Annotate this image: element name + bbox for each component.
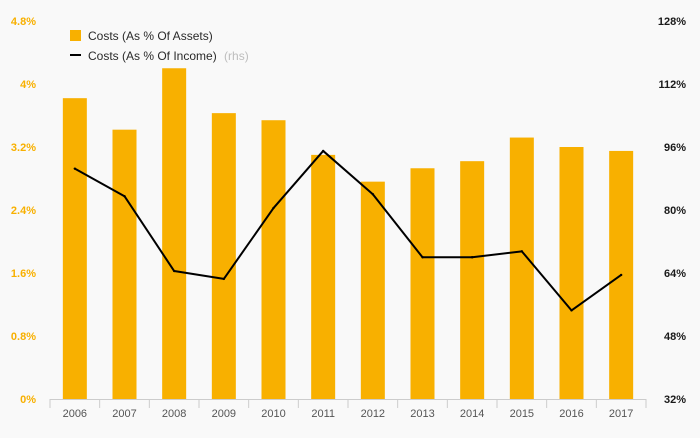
bar: [360, 181, 385, 399]
right-axis-tick-label: 96%: [664, 142, 686, 154]
x-axis-tick-label: 2009: [212, 408, 236, 420]
line-point: [470, 256, 474, 259]
bar: [460, 161, 485, 399]
line-point: [172, 269, 176, 273]
line-point: [73, 167, 77, 170]
left-axis-tick-label: 3.2%: [11, 142, 36, 154]
bar: [261, 120, 286, 399]
x-axis-tick-label: 2011: [311, 408, 335, 420]
x-axis-tick-label: 2015: [510, 408, 534, 420]
bar-series: [62, 68, 634, 400]
bar: [211, 113, 236, 399]
right-axis-tick-label: 112%: [658, 79, 686, 91]
left-axis-tick-label: 0.8%: [11, 331, 36, 343]
legend-line-suffix: (rhs): [224, 49, 249, 63]
line-point: [421, 256, 424, 259]
bar: [112, 129, 137, 400]
line-point: [272, 206, 275, 210]
line-point: [520, 250, 524, 253]
bar: [162, 68, 187, 399]
legend: Costs (As % Of Assets) Costs (As % Of In…: [70, 29, 249, 63]
line-point: [123, 195, 126, 198]
left-axis-tick-label: 1.6%: [11, 268, 36, 280]
x-axis-tick-label: 2012: [361, 408, 385, 420]
left-axis-ticks: 0% 0.8% 1.6% 2.4% 3.2% 4% 4.8%: [11, 16, 36, 406]
bar: [559, 147, 584, 399]
x-axis-tick-label: 2014: [460, 408, 484, 420]
right-axis-tick-label: 32%: [664, 394, 686, 406]
legend-line-text: Costs (As % Of Income) (rhs): [88, 49, 249, 63]
line-point: [619, 273, 623, 277]
x-axis-tick-label: 2017: [609, 408, 633, 420]
line-point: [222, 277, 226, 281]
right-axis-tick-label: 80%: [664, 205, 686, 217]
series-line: [74, 149, 622, 312]
x-axis-tick-label: 2016: [559, 408, 583, 420]
bar: [509, 137, 534, 400]
x-axis-ticks: 2006 2007 2008 2009 2010 2011 2012 2013 2014 2015…: [63, 408, 634, 420]
bar: [62, 98, 87, 400]
right-axis-tick-label: 48%: [664, 331, 686, 343]
x-axis-tick-label: 2013: [410, 408, 434, 420]
left-axis-tick-label: 4.8%: [11, 16, 36, 28]
legend-bar-label: Costs (As % Of Assets): [88, 29, 213, 43]
line-point: [321, 149, 325, 153]
bar: [410, 168, 435, 399]
right-axis-tick-label: 64%: [664, 268, 686, 280]
x-axis-tick-label: 2006: [63, 408, 87, 420]
line-point: [570, 309, 573, 312]
line-series: [73, 149, 623, 312]
left-axis-tick-label: 2.4%: [11, 205, 36, 217]
x-axis-tick-label: 2010: [261, 408, 285, 420]
legend-bar-swatch: [70, 30, 81, 41]
bar: [311, 154, 336, 399]
line-point: [371, 193, 375, 196]
right-axis-ticks: 32% 48% 64% 80% 96% 112% 128%: [658, 16, 686, 406]
x-axis-tick-label: 2007: [112, 408, 136, 420]
left-axis-tick-label: 4%: [20, 79, 36, 91]
left-axis-tick-label: 0%: [20, 394, 36, 406]
legend-line-label: Costs (As % Of Income): [88, 49, 217, 63]
x-axis-tick-label: 2008: [162, 408, 186, 420]
x-axis: [49, 399, 647, 408]
right-axis-tick-label: 128%: [658, 16, 686, 28]
